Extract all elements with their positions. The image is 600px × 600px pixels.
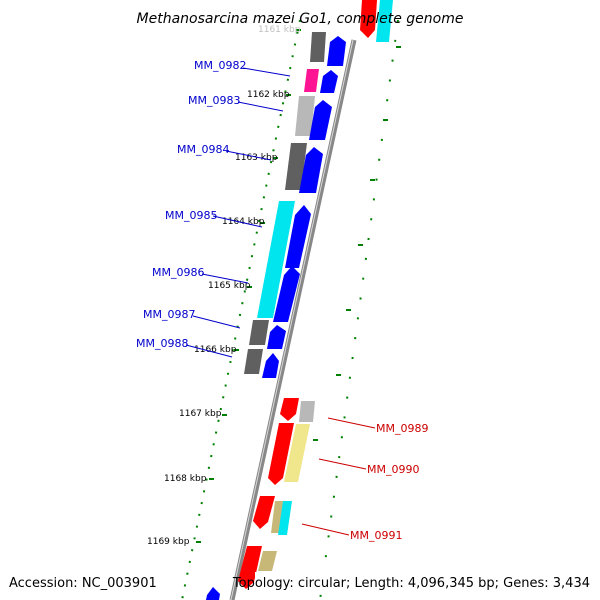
cds-arrow [262, 353, 279, 378]
kbp-labels: 1161 kbp 1162 kbp 1163 kbp 1164 kbp 1165… [147, 25, 301, 547]
cds-arrow [320, 70, 338, 93]
cds-arrow [267, 325, 286, 349]
cds-arrow [360, 0, 377, 38]
cds-arrow [253, 496, 275, 529]
cog-block [376, 0, 393, 42]
cog-block [258, 551, 277, 571]
kbp-label: 1161 kbp [258, 25, 301, 35]
outer-major-ticks [313, 46, 401, 441]
cog-block [299, 401, 315, 422]
gene-label[interactable]: MM_0987 [143, 308, 195, 321]
kbp-major-ticks [196, 29, 301, 543]
kbp-label: 1169 kbp [147, 537, 190, 547]
kbp-label: 1163 kbp [235, 153, 278, 163]
gene-label[interactable]: MM_0985 [165, 209, 217, 222]
cog-block [304, 69, 319, 92]
cog-block [310, 32, 326, 62]
cog-block [278, 501, 292, 535]
footer-background [255, 572, 595, 594]
cog-block [284, 424, 310, 482]
kbp-label: 1167 kbp [179, 409, 222, 419]
topology-text: Topology: circular; Length: 4,096,345 bp… [232, 576, 590, 591]
kbp-label: 1166 kbp [194, 345, 237, 355]
cds-arrow [268, 423, 294, 485]
cds-arrow [299, 147, 323, 193]
gene-label[interactable]: MM_0989 [376, 422, 428, 435]
cog-features [244, 32, 326, 374]
cds-arrow [280, 398, 299, 421]
cog-block [244, 349, 263, 374]
reverse-gene-labels: MM_0989 MM_0990 MM_0991 [350, 422, 428, 542]
cds-arrow [273, 266, 300, 322]
gene-label[interactable]: MM_0988 [136, 337, 188, 350]
gene-label[interactable]: MM_0991 [350, 529, 402, 542]
cog-block [249, 320, 269, 345]
accession-text: Accession: NC_003901 [9, 576, 157, 591]
kbp-label: 1168 kbp [164, 474, 207, 484]
cog-block [285, 143, 307, 190]
gene-label[interactable]: MM_0986 [152, 266, 204, 279]
gene-label[interactable]: MM_0983 [188, 94, 240, 107]
kbp-label: 1162 kbp [247, 90, 290, 100]
kbp-label: 1165 kbp [208, 281, 251, 291]
cds-arrow [206, 587, 220, 600]
cds-arrow [309, 100, 332, 140]
forward-gene-labels: MM_0982 MM_0983 MM_0984 MM_0985 MM_0986 … [136, 59, 246, 350]
genome-backbone [229, 39, 357, 600]
map-title: Methanosarcina mazei Go1, complete genom… [137, 11, 464, 27]
reverse-cds [238, 0, 393, 594]
cog-block [295, 96, 315, 136]
gene-label[interactable]: MM_0990 [367, 463, 419, 476]
kbp-tick-ring [181, 19, 301, 600]
kbp-label: 1164 kbp [222, 217, 265, 227]
genome-backbone-highlight [230, 39, 354, 600]
gene-label[interactable]: MM_0982 [194, 59, 246, 72]
cds-arrow [285, 205, 311, 268]
leader-lines [185, 67, 376, 536]
cds-arrow [327, 36, 346, 66]
cds-arrow [238, 546, 262, 589]
gene-label[interactable]: MM_0984 [177, 143, 229, 156]
cog-block [257, 201, 295, 318]
forward-cds [206, 36, 346, 600]
